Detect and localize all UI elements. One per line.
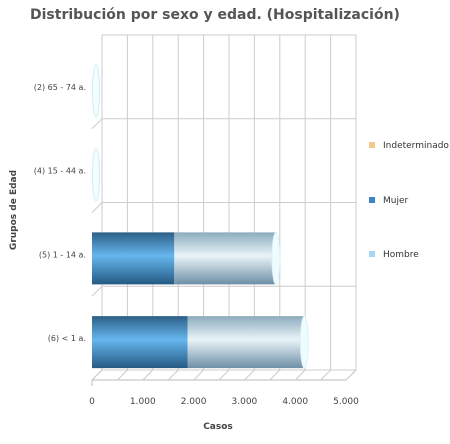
- bar-segment-hombre: [187, 316, 305, 369]
- floor-gridline: [218, 369, 230, 381]
- x-axis-label: Casos: [203, 422, 233, 432]
- floor-gridline: [167, 369, 179, 381]
- x-tick-label: 1.000: [130, 397, 156, 407]
- y-tick-label: (5) 1 - 14 a.: [39, 250, 86, 259]
- floor-gridline: [269, 369, 281, 381]
- left-wall-divider: [91, 202, 103, 213]
- bar-end-cap-zero: [92, 64, 100, 118]
- floor-gridline: [91, 369, 103, 381]
- x-tick-label: 5.000: [333, 397, 359, 407]
- x-axis-ticks: 0 1.000 2.000 3.000 4.000 5.000: [89, 397, 359, 407]
- floor-gridline: [193, 369, 204, 381]
- left-wall-divider: [91, 285, 103, 297]
- legend-label-mujer: Mujer: [383, 196, 409, 206]
- floor-gridline: [142, 369, 154, 381]
- floor-gridline: [345, 369, 357, 381]
- legend-swatch-indeterminado: [369, 142, 375, 148]
- legend-swatch-hombre: [369, 251, 375, 257]
- legend-swatch-mujer: [369, 197, 375, 203]
- y-axis-ticks: (2) 65 - 74 a. (4) 15 - 44 a. (5) 1 - 14 a…: [34, 83, 86, 343]
- y-tick-label: (6) < 1 a.: [48, 334, 86, 343]
- chart-title: Distribución por sexo y edad. (Hospitali…: [30, 7, 400, 23]
- bar-segment-mujer: [92, 232, 175, 285]
- y-axis-label: Grupos de Edad: [9, 170, 19, 250]
- y-tick-label: (2) 65 - 74 a.: [34, 83, 86, 92]
- x-tick-label: 4.000: [282, 397, 308, 407]
- floor-gridline: [320, 369, 331, 381]
- floor-gridline: [117, 369, 128, 381]
- bar-end-cap: [271, 231, 281, 285]
- legend-label-indeterminado: Indeterminado: [383, 141, 449, 151]
- bars: [92, 64, 309, 369]
- floor-gridline: [244, 369, 255, 381]
- legend-label-hombre: Hombre: [383, 250, 419, 260]
- left-wall-divider: [91, 118, 103, 130]
- bar-end-cap-zero: [92, 148, 100, 202]
- bar-segment-hombre: [174, 232, 276, 285]
- gridlines: [91, 35, 357, 381]
- y-tick-label: (4) 15 - 44 a.: [34, 167, 86, 176]
- x-tick-label: 2.000: [181, 397, 207, 407]
- floor-gridline: [294, 369, 306, 381]
- bar-segment-mujer: [92, 316, 188, 369]
- x-tick-label: 3.000: [232, 397, 258, 407]
- legend: Indeterminado Mujer Hombre: [369, 141, 449, 260]
- x-tick-label: 0: [89, 397, 95, 407]
- bar-end-cap: [299, 315, 309, 369]
